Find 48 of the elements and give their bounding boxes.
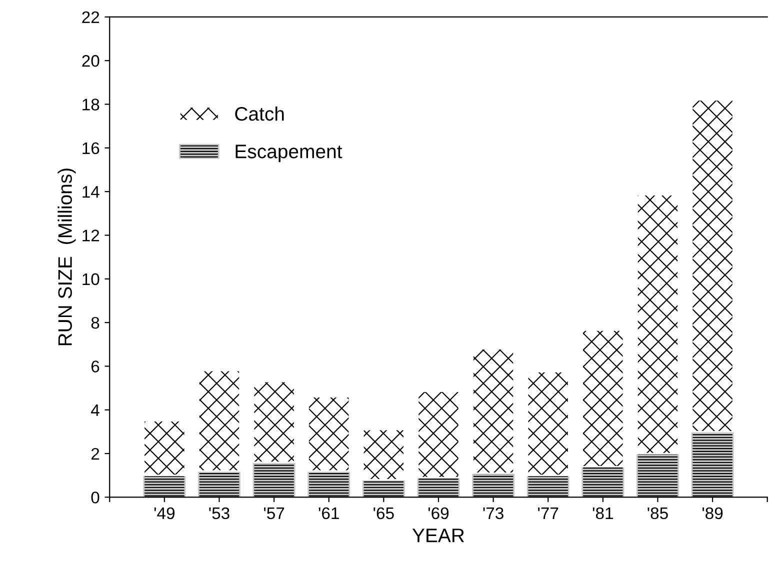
bar	[526, 474, 570, 498]
x-axis-title: YEAR	[412, 528, 464, 542]
bar	[362, 428, 405, 480]
x-tick-label: '61	[318, 507, 339, 520]
y-tick-label: 12	[82, 230, 100, 242]
bar	[143, 420, 186, 476]
bar	[636, 452, 679, 498]
x-tick-label: '89	[702, 507, 723, 520]
x-tick-label: '57	[264, 508, 284, 520]
bar	[691, 431, 734, 498]
x-tick-label: '69	[428, 507, 449, 520]
legend-label: Escapement	[236, 144, 342, 162]
bar	[417, 476, 460, 498]
y-axis-title: RUN SIZE (Millions)	[58, 168, 76, 346]
y-tick-label: 8	[91, 316, 100, 329]
x-tick-label: '65	[374, 507, 394, 520]
x-tick-label: '53	[209, 507, 230, 520]
y-tick-label: 18	[82, 98, 100, 110]
bar	[198, 370, 240, 472]
y-tick-label: 0	[91, 492, 100, 504]
bar	[472, 348, 515, 474]
y-tick-label: 20	[82, 55, 100, 67]
y-tick-label: 6	[91, 360, 100, 372]
bar	[472, 472, 515, 498]
y-tick-label: 10	[82, 273, 100, 286]
bar	[582, 330, 624, 468]
legend-label: Catch	[235, 106, 284, 121]
x-tick-label: '81	[592, 507, 613, 520]
bar	[308, 396, 350, 472]
x-tick-label: '49	[154, 507, 174, 520]
x-tick-label: '77	[538, 508, 558, 519]
y-tick-label: 2	[91, 448, 100, 460]
y-tick-label: 4	[91, 404, 100, 416]
bar	[417, 390, 460, 478]
bar	[526, 370, 570, 476]
bar	[252, 462, 296, 498]
bar	[582, 466, 624, 498]
y-tick-label: 22	[82, 11, 100, 23]
y-tick-label: 14	[82, 186, 100, 198]
bar	[636, 194, 679, 454]
bar	[143, 474, 186, 498]
bar	[198, 470, 240, 498]
bar	[308, 470, 350, 498]
x-tick-label: '73	[483, 507, 504, 520]
x-tick-label: '85	[648, 507, 668, 520]
bar	[691, 99, 734, 432]
y-tick-label: 16	[82, 142, 100, 154]
bar	[252, 380, 296, 463]
